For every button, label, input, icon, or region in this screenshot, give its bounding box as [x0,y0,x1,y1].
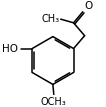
Text: HO: HO [2,44,18,54]
Text: O: O [84,1,92,11]
Text: CH₃: CH₃ [42,14,60,24]
Text: OCH₃: OCH₃ [41,97,67,107]
